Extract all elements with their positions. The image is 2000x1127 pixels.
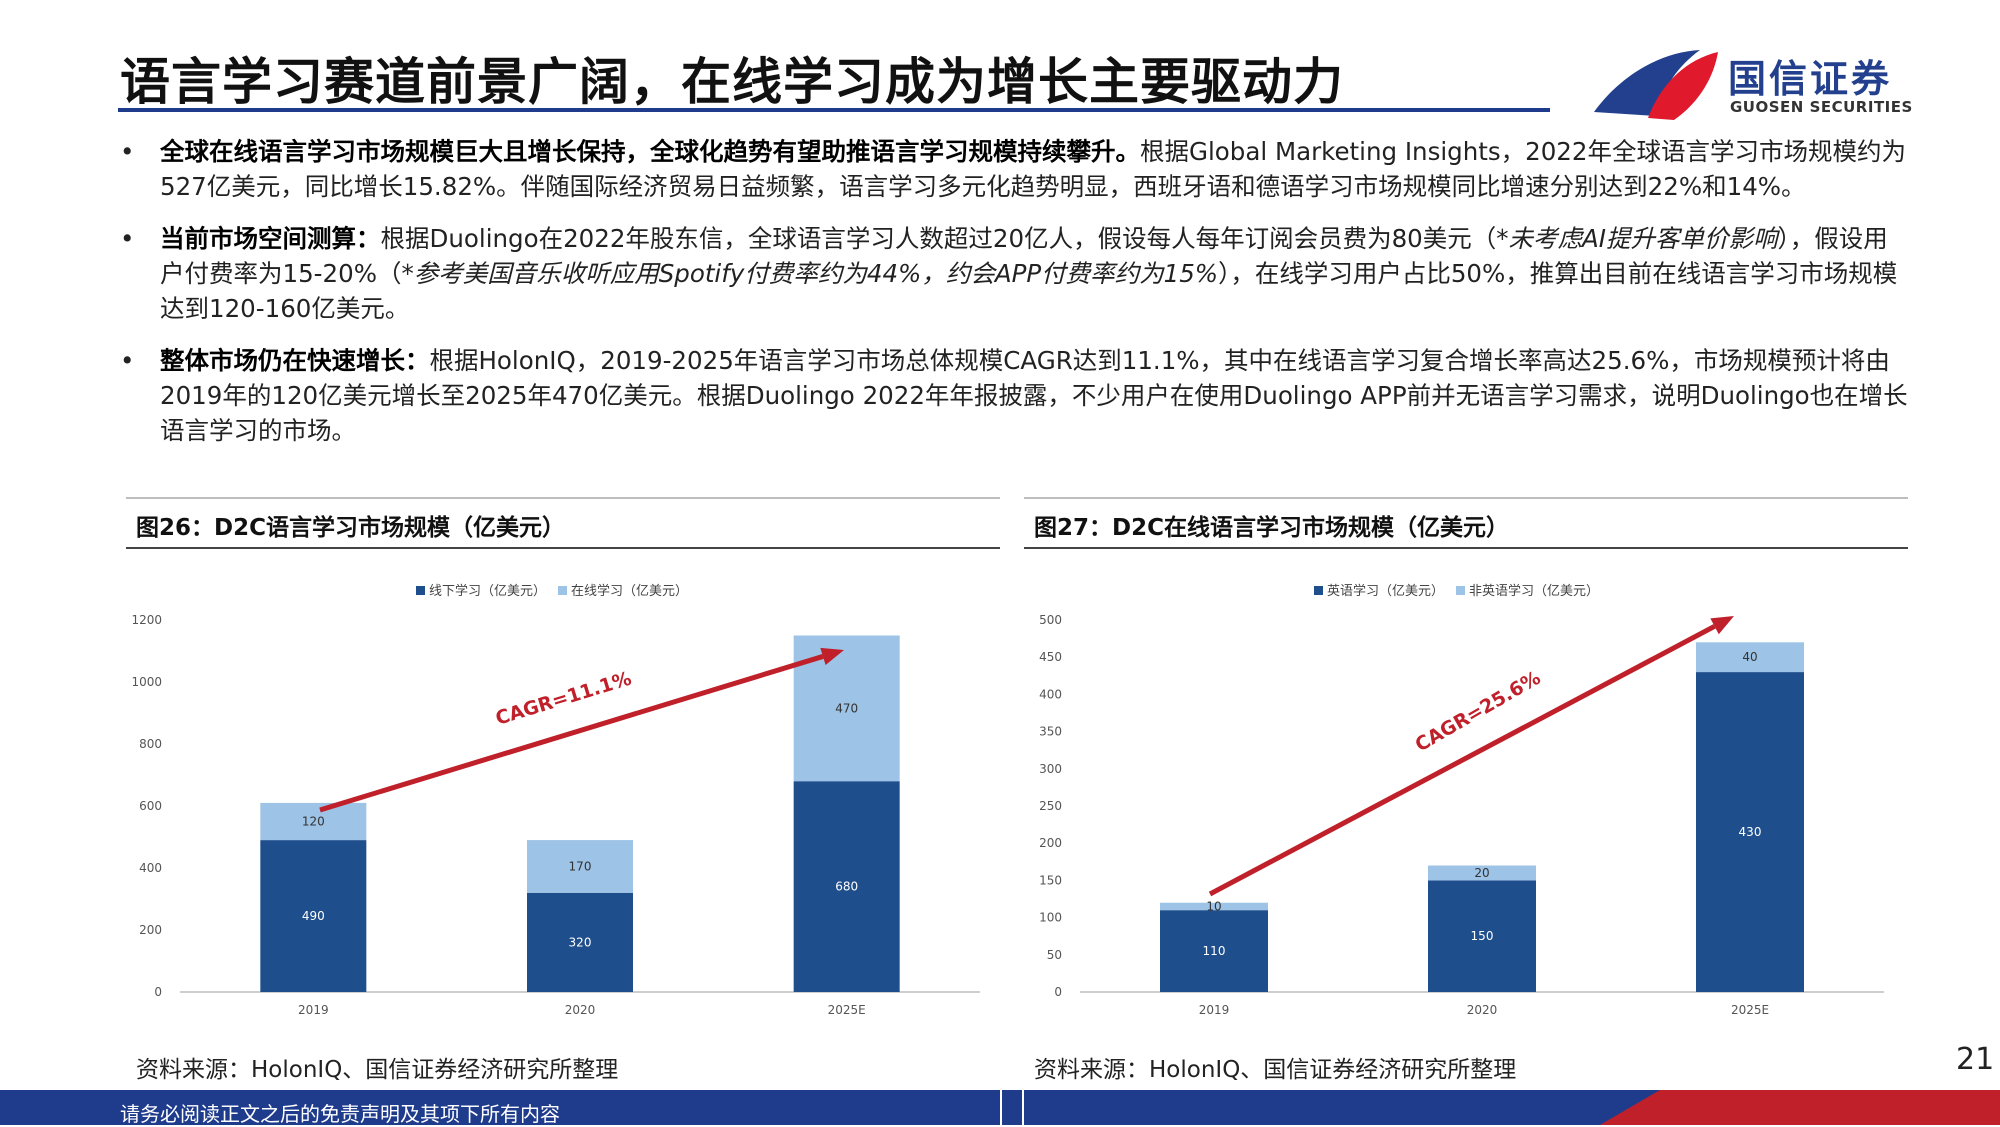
legend-swatch — [1456, 586, 1465, 595]
cagr-arrow-line — [319, 654, 824, 813]
data-label: 680 — [835, 880, 858, 894]
page-number: 21 — [1956, 1042, 1995, 1077]
legend-swatch — [1314, 586, 1323, 595]
x-tick-label: 2025E — [1731, 1003, 1769, 1017]
bullet-body-cont: ），假设用户付费率为15-20%（ — [160, 224, 1888, 288]
y-tick-label: 400 — [139, 861, 162, 875]
y-tick-label: 400 — [1039, 687, 1062, 701]
figure-26-source: 资料来源：HolonIQ、国信证券经济研究所整理 — [136, 1057, 619, 1083]
data-label: 10 — [1206, 899, 1221, 913]
legend-swatch — [558, 586, 567, 595]
legend-label: 英语学习（亿美元） — [1327, 583, 1444, 599]
panel-top-rule — [1024, 497, 1908, 499]
bullet-body-cont: ），在线学习用户占比50%，推算出目前在线语言学习市场规模达到120-160亿美… — [160, 259, 1898, 323]
guosen-logo-icon — [1594, 50, 1718, 120]
legend-swatch — [416, 586, 425, 595]
y-tick-label: 450 — [1039, 650, 1062, 664]
bullet-body: 根据Global Marketing Insights，2022年全球语言学习市… — [160, 137, 1906, 201]
y-tick-label: 800 — [139, 737, 162, 751]
data-label: 110 — [1203, 944, 1226, 958]
bar-segment — [1160, 902, 1268, 911]
bar-segment — [793, 781, 900, 992]
bullet-marker: • — [120, 137, 135, 166]
bullet-lead: 全球在线语言学习市场规模巨大且增长保持，全球化趋势有望助推语言学习规模持续攀升。 — [160, 137, 1140, 166]
data-label: 20 — [1474, 866, 1489, 880]
y-tick-label: 600 — [139, 799, 162, 813]
cagr-annotation: CAGR=25.6% — [1412, 667, 1545, 756]
y-tick-label: 0 — [1054, 985, 1062, 999]
data-label: 150 — [1471, 929, 1494, 943]
data-label: 470 — [835, 701, 858, 715]
bullet-note: *未考虑AI提升客单价影响 — [1496, 224, 1778, 253]
footer-disclaimer: 请务必阅读正文之后的免责声明及其项下所有内容 — [120, 1102, 560, 1126]
bullet-list: • 全球在线语言学习市场规模巨大且增长保持，全球化趋势有望助推语言学习规模持续攀… — [120, 134, 1910, 465]
bullet-marker: • — [120, 346, 135, 375]
bar-segment — [260, 840, 367, 992]
y-tick-label: 0 — [154, 985, 162, 999]
bullet-body: 根据HolonIQ，2019-2025年语言学习市场总体规模CAGR达到11.1… — [160, 346, 1908, 445]
x-tick-label: 2025E — [828, 1003, 866, 1017]
y-tick-label: 1200 — [131, 613, 162, 627]
figure-27-source: 资料来源：HolonIQ、国信证券经济研究所整理 — [1034, 1057, 1517, 1083]
data-label: 320 — [569, 935, 592, 949]
y-tick-label: 200 — [139, 923, 162, 937]
y-tick-label: 100 — [1039, 911, 1062, 925]
legend-label: 非英语学习（亿美元） — [1469, 583, 1599, 599]
bullet-lead: 整体市场仍在快速增长： — [160, 346, 430, 375]
title-underline — [118, 108, 1550, 112]
cagr-arrow-line — [1208, 624, 1716, 897]
chart-d2c-language-market: 线下学习（亿美元） 在线学习（亿美元） 0 200 400 600 800 1000 1200 4… — [131, 583, 980, 1017]
figure-26-title: 图26：D2C语言学习市场规模（亿美元） — [136, 515, 565, 541]
legend-label: 线下学习（亿美元） — [429, 583, 546, 599]
bullet-lead: 当前市场空间测算： — [160, 224, 381, 253]
footer-red-accent — [1600, 1090, 2000, 1125]
bullet-item: • 当前市场空间测算：根据Duolingo在2022年股东信，全球语言学习人数超… — [120, 221, 1910, 326]
data-label: 40 — [1742, 650, 1757, 664]
data-label: 490 — [302, 909, 325, 923]
chart-d2c-online-language-market: 英语学习（亿美元） 非英语学习（亿美元） 0 50 100 150 200 250 300 350… — [1039, 583, 1884, 1017]
y-tick-label: 200 — [1039, 836, 1062, 850]
bar-segment — [1160, 910, 1268, 992]
footer-divider — [1022, 1090, 1024, 1125]
logo-red-swoosh — [1648, 52, 1718, 120]
y-tick-label: 300 — [1039, 762, 1062, 776]
bar-segment — [1428, 880, 1536, 992]
bullet-item: • 全球在线语言学习市场规模巨大且增长保持，全球化趋势有望助推语言学习规模持续攀… — [120, 134, 1910, 204]
bullet-item: • 整体市场仍在快速增长：根据HolonIQ，2019-2025年语言学习市场总… — [120, 343, 1910, 448]
legend-label: 在线学习（亿美元） — [571, 583, 688, 599]
cagr-arrow-head — [1710, 616, 1734, 635]
footer-divider — [1000, 1090, 1002, 1125]
y-tick-label: 150 — [1039, 873, 1062, 887]
logo-en-text: GUOSEN SECURITIES — [1730, 98, 1913, 116]
x-tick-label: 2020 — [565, 1003, 596, 1017]
cagr-arrow-head — [820, 647, 844, 666]
panel-bottom-rule — [126, 547, 1000, 549]
x-tick-label: 2019 — [1199, 1003, 1230, 1017]
x-tick-label: 2019 — [298, 1003, 329, 1017]
y-tick-label: 50 — [1047, 948, 1062, 962]
bar-segment — [1696, 672, 1804, 992]
bar-segment — [1696, 642, 1804, 673]
logo-cn-text: 国信证券 — [1728, 57, 1893, 101]
y-tick-label: 250 — [1039, 799, 1062, 813]
data-label: 430 — [1739, 825, 1762, 839]
figure-27-title: 图27：D2C在线语言学习市场规模（亿美元） — [1034, 515, 1509, 541]
bullet-note: *参考美国音乐收听应用Spotify付费率约为44%，约会APP付费率约为15% — [401, 259, 1219, 288]
bar-segment — [260, 802, 367, 841]
page-title: 语言学习赛道前景广阔，在线学习成为增长主要驱动力 — [120, 53, 1344, 111]
data-label: 170 — [569, 859, 592, 873]
logo-blue-swoosh — [1594, 50, 1700, 116]
panel-bottom-rule — [1024, 547, 1908, 549]
bullet-marker: • — [120, 224, 135, 253]
bullet-body: 根据Duolingo在2022年股东信，全球语言学习人数超过20亿人，假设每人每… — [380, 224, 1497, 253]
y-tick-label: 1000 — [131, 675, 162, 689]
bar-segment — [527, 840, 633, 893]
panel-top-rule — [126, 497, 1000, 499]
y-tick-label: 500 — [1039, 613, 1062, 627]
bar-segment — [1428, 865, 1536, 881]
y-tick-label: 350 — [1039, 725, 1062, 739]
bar-segment — [527, 892, 633, 992]
x-tick-label: 2020 — [1467, 1003, 1498, 1017]
data-label: 120 — [302, 815, 325, 829]
